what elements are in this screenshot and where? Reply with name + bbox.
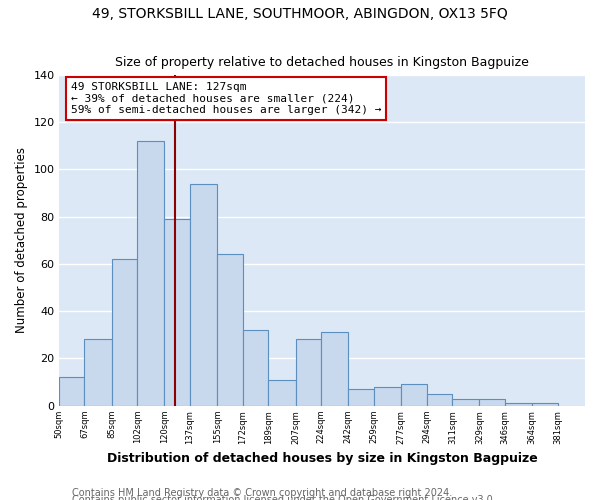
Bar: [85, 340, 112, 406]
Bar: [190, 184, 217, 406]
Text: 49 STORKSBILL LANE: 127sqm
← 39% of detached houses are smaller (224)
59% of sem: 49 STORKSBILL LANE: 127sqm ← 39% of deta…: [71, 82, 382, 115]
X-axis label: Distribution of detached houses by size in Kingston Bagpuize: Distribution of detached houses by size …: [107, 452, 537, 465]
Text: 49, STORKSBILL LANE, SOUTHMOOR, ABINGDON, OX13 5FQ: 49, STORKSBILL LANE, SOUTHMOOR, ABINGDON…: [92, 8, 508, 22]
Bar: [137, 141, 164, 406]
Bar: [59, 378, 85, 406]
Bar: [374, 386, 401, 406]
Bar: [479, 398, 505, 406]
Text: Contains public sector information licensed under the Open Government Licence v3: Contains public sector information licen…: [72, 495, 496, 500]
Bar: [505, 404, 532, 406]
Bar: [452, 398, 479, 406]
Text: Contains HM Land Registry data © Crown copyright and database right 2024.: Contains HM Land Registry data © Crown c…: [72, 488, 452, 498]
Bar: [217, 254, 243, 406]
Bar: [532, 404, 558, 406]
Bar: [296, 340, 321, 406]
Bar: [401, 384, 427, 406]
Bar: [349, 389, 374, 406]
Y-axis label: Number of detached properties: Number of detached properties: [15, 147, 28, 333]
Bar: [321, 332, 349, 406]
Bar: [427, 394, 452, 406]
Bar: [164, 219, 190, 406]
Title: Size of property relative to detached houses in Kingston Bagpuize: Size of property relative to detached ho…: [115, 56, 529, 70]
Bar: [112, 259, 137, 406]
Bar: [268, 380, 296, 406]
Bar: [243, 330, 268, 406]
